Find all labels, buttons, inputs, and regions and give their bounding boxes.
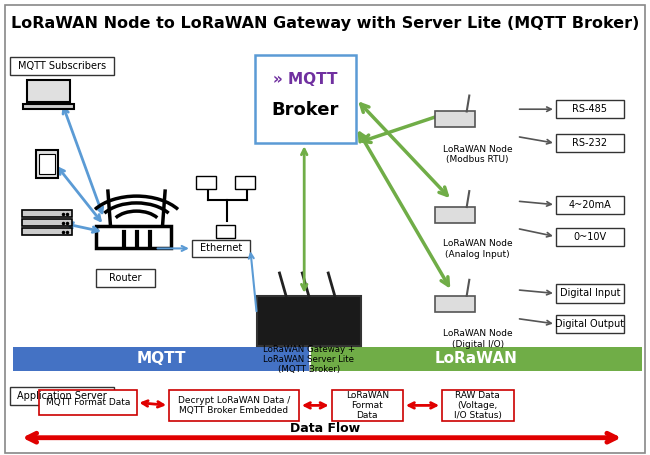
Text: Digital Output: Digital Output — [555, 319, 625, 329]
FancyBboxPatch shape — [21, 228, 72, 236]
Text: » MQTT: » MQTT — [273, 72, 337, 87]
FancyBboxPatch shape — [257, 296, 361, 346]
Text: RS-485: RS-485 — [573, 104, 607, 114]
Text: 4~20mA: 4~20mA — [569, 200, 611, 210]
FancyBboxPatch shape — [36, 150, 57, 177]
FancyBboxPatch shape — [442, 390, 514, 421]
Text: MQTT Format Data: MQTT Format Data — [46, 398, 130, 407]
Text: LoRaWAN Node to LoRaWAN Gateway with Server Lite (MQTT Broker): LoRaWAN Node to LoRaWAN Gateway with Ser… — [11, 16, 639, 31]
FancyBboxPatch shape — [311, 347, 642, 371]
FancyBboxPatch shape — [10, 387, 114, 405]
Text: Decrypt LoRaWAN Data /
MQTT Broker Embedded: Decrypt LoRaWAN Data / MQTT Broker Embed… — [178, 396, 290, 415]
Text: Data Flow: Data Flow — [290, 422, 360, 435]
FancyBboxPatch shape — [5, 5, 645, 453]
FancyBboxPatch shape — [23, 104, 75, 109]
FancyBboxPatch shape — [21, 219, 72, 227]
FancyBboxPatch shape — [13, 347, 309, 371]
FancyBboxPatch shape — [169, 390, 299, 421]
Text: RAW Data
(Voltage,
I/O Status): RAW Data (Voltage, I/O Status) — [454, 390, 502, 420]
FancyBboxPatch shape — [436, 111, 474, 127]
FancyBboxPatch shape — [39, 390, 136, 415]
Text: LoRaWAN Node
(Modbus RTU): LoRaWAN Node (Modbus RTU) — [443, 145, 513, 164]
FancyBboxPatch shape — [27, 80, 70, 102]
FancyBboxPatch shape — [96, 269, 155, 287]
Text: LoRaWAN Gateway +
LoRaWAN Server Lite
(MQTT Broker): LoRaWAN Gateway + LoRaWAN Server Lite (M… — [263, 344, 355, 374]
Text: MQTT: MQTT — [136, 352, 186, 366]
Text: Router: Router — [109, 273, 142, 283]
FancyBboxPatch shape — [192, 240, 250, 257]
FancyBboxPatch shape — [556, 284, 624, 303]
Text: LoRaWAN: LoRaWAN — [435, 352, 518, 366]
FancyBboxPatch shape — [332, 390, 403, 421]
FancyBboxPatch shape — [196, 176, 216, 189]
FancyBboxPatch shape — [556, 134, 624, 152]
Text: 0~10V: 0~10V — [573, 232, 606, 242]
FancyBboxPatch shape — [436, 296, 474, 312]
Text: Broker: Broker — [272, 101, 339, 119]
Text: Ethernet: Ethernet — [200, 243, 242, 253]
Text: Application Server: Application Server — [17, 391, 107, 401]
FancyBboxPatch shape — [216, 225, 235, 238]
FancyBboxPatch shape — [556, 315, 624, 333]
FancyBboxPatch shape — [21, 210, 72, 217]
Text: LoRaWAN Node
(Digital I/O): LoRaWAN Node (Digital I/O) — [443, 329, 513, 349]
Text: LoRaWAN Node
(Analog Input): LoRaWAN Node (Analog Input) — [443, 239, 513, 258]
FancyBboxPatch shape — [556, 100, 624, 118]
Text: MQTT Subscribers: MQTT Subscribers — [18, 61, 106, 71]
FancyBboxPatch shape — [96, 226, 171, 248]
FancyBboxPatch shape — [556, 196, 624, 214]
Text: LoRaWAN
Format
Data: LoRaWAN Format Data — [346, 390, 389, 420]
Text: Digital Input: Digital Input — [560, 288, 620, 298]
Text: RS-232: RS-232 — [572, 138, 608, 148]
FancyBboxPatch shape — [10, 57, 114, 75]
FancyBboxPatch shape — [235, 176, 255, 189]
FancyBboxPatch shape — [255, 55, 356, 143]
FancyBboxPatch shape — [39, 154, 55, 174]
FancyBboxPatch shape — [556, 228, 624, 246]
FancyBboxPatch shape — [436, 207, 474, 223]
